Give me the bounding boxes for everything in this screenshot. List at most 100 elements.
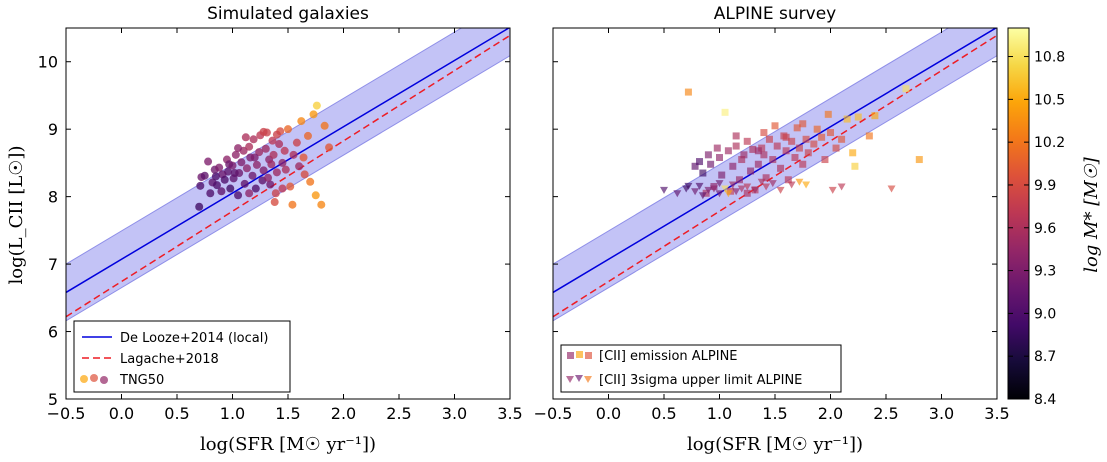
- x-tick-label: 2.5: [873, 404, 898, 423]
- data-point: [196, 181, 205, 190]
- data-point: [724, 190, 733, 198]
- data-point: [757, 178, 766, 186]
- panel-alpine-survey: ALPINE survey −0.5 0.0 0.5 1.0 1.5 2.0 2.5 3.0 3…: [534, 4, 1010, 455]
- data-point: [782, 133, 790, 141]
- x-tick-label: 0.5: [651, 404, 676, 423]
- data-point: [716, 154, 723, 162]
- data-point: [206, 189, 215, 198]
- legend-box: [560, 344, 842, 393]
- data-point: [231, 150, 240, 159]
- data-point: [787, 181, 796, 189]
- colorbar-tick-label: 10.5: [1034, 92, 1065, 108]
- data-point: [871, 112, 879, 120]
- data-point: [225, 160, 234, 169]
- data-point: [754, 160, 762, 168]
- x-tick-label: 2.0: [818, 404, 843, 423]
- data-point: [709, 185, 718, 193]
- data-point: [266, 180, 275, 189]
- data-point: [838, 135, 846, 143]
- x-tick-label: 0.5: [164, 404, 189, 423]
- data-point: [269, 150, 278, 159]
- data-point: [275, 140, 284, 149]
- relation-line-lagache: [553, 34, 997, 318]
- x-tick-label: 0.0: [596, 404, 621, 423]
- data-point: [220, 175, 229, 184]
- data-point: [799, 120, 807, 128]
- data-point: [791, 154, 799, 162]
- data-point: [696, 158, 704, 166]
- legend-marker-emission-2: [576, 351, 583, 358]
- data-point: [271, 189, 280, 198]
- data-point: [251, 184, 260, 193]
- y-tick-label: 10: [38, 53, 58, 72]
- x-tick-label: 3.5: [984, 404, 1009, 423]
- x-tick-label: 1.0: [220, 404, 245, 423]
- legend-box: [73, 320, 291, 393]
- data-point: [272, 130, 281, 139]
- data-point: [217, 187, 226, 196]
- data-point: [810, 140, 818, 148]
- panel-title: ALPINE survey: [714, 4, 836, 24]
- data-point: [827, 129, 834, 137]
- data-point: [698, 192, 707, 200]
- data-point: [673, 190, 682, 198]
- legend-marker-tng50-1: [80, 375, 88, 383]
- data-point: [288, 200, 297, 209]
- data-point: [902, 85, 910, 93]
- data-point: [240, 179, 249, 188]
- data-point: [799, 160, 807, 168]
- data-point: [281, 165, 290, 174]
- colorbar-tick-label: 10.8: [1034, 50, 1065, 66]
- data-point: [695, 182, 704, 190]
- data-point: [735, 176, 743, 184]
- data-point: [242, 164, 251, 173]
- data-point: [306, 177, 315, 186]
- data-point: [788, 137, 796, 145]
- data-point: [729, 162, 737, 170]
- data-point: [782, 147, 790, 155]
- data-point: [821, 156, 829, 164]
- data-point: [691, 188, 700, 196]
- y-tick-label: 5: [48, 390, 58, 409]
- data-point: [721, 108, 729, 116]
- data-point: [768, 180, 777, 188]
- data-point: [320, 121, 329, 130]
- legend-label-delooze: De Looze+2014 (local): [120, 331, 268, 346]
- data-point: [887, 185, 896, 193]
- data-point: [762, 183, 771, 191]
- data-point: [270, 198, 279, 207]
- x-tick-label: 0.0: [109, 404, 134, 423]
- x-tick-label: 1.5: [762, 404, 787, 423]
- data-point: [249, 135, 258, 144]
- data-point: [250, 153, 259, 162]
- data-point: [278, 158, 287, 167]
- data-point: [312, 101, 321, 110]
- data-point: [252, 160, 261, 169]
- data-point: [289, 150, 298, 159]
- x-tick-label: 3.0: [442, 404, 467, 423]
- data-point: [325, 143, 334, 152]
- data-point: [295, 162, 304, 171]
- relation-line-delooze: [66, 28, 510, 294]
- legend-label-lagache: Lagache+2018: [120, 352, 219, 367]
- legend-label-upper-limit: [CII] 3sigma upper limit ALPINE: [599, 373, 802, 388]
- data-point: [234, 191, 243, 200]
- data-point: [718, 171, 726, 179]
- data-point: [234, 144, 243, 153]
- data-point: [292, 138, 301, 147]
- data-point: [802, 135, 810, 143]
- data-point: [776, 186, 785, 194]
- data-point: [280, 146, 289, 155]
- data-point: [691, 162, 699, 170]
- colorbar-tick-label: 9.0: [1034, 306, 1056, 322]
- data-point: [715, 190, 724, 198]
- legend: [CII] emission ALPINE [CII] 3sigma upper…: [560, 344, 842, 393]
- data-point: [713, 144, 721, 152]
- data-point: [204, 157, 213, 166]
- data-point: [284, 125, 292, 134]
- legend-marker-emission-3: [585, 352, 592, 359]
- data-point: [317, 200, 326, 209]
- data-point: [230, 169, 239, 178]
- data-point: [851, 162, 859, 170]
